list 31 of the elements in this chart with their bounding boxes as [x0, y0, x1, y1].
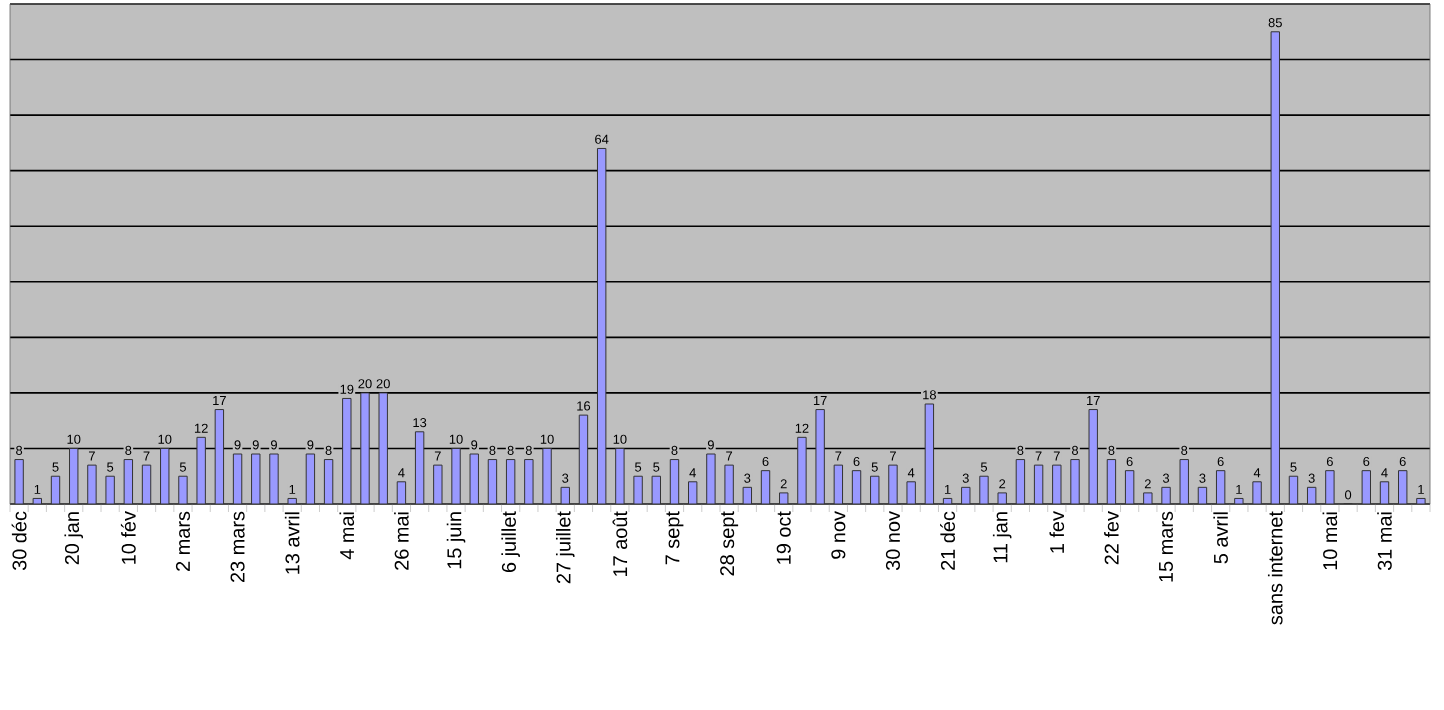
- x-tick-label: 6 juillet: [501, 511, 520, 573]
- x-tick-label: 1 fev: [1049, 511, 1065, 553]
- x-tick-label: sans internet: [1267, 511, 1283, 625]
- x-tick-label: 27 juillet: [555, 511, 575, 584]
- x-tick-label: 15 mars: [1159, 511, 1173, 582]
- x-tick-label: 7 sept: [665, 511, 684, 565]
- x-tick-label: 17 août: [612, 511, 628, 576]
- x-tick-label: 2 mars: [175, 511, 190, 571]
- x-tick-label: 28 sept: [720, 511, 739, 576]
- x-tick-label: 23 mars: [230, 511, 245, 583]
- bar: [888, 464, 898, 504]
- x-tick-label: 30 déc: [11, 511, 27, 571]
- x-tick-label: 10 fév: [120, 511, 136, 564]
- x-tick-label: 9 nov: [831, 511, 846, 559]
- bar: [269, 453, 279, 504]
- bar: [451, 447, 461, 504]
- bar: [360, 392, 370, 504]
- x-tick-label: 26 mai: [394, 512, 409, 570]
- x-tick-label: 19 oct: [776, 511, 791, 564]
- x-tick-label: 22 fev: [1104, 511, 1119, 565]
- x-tick-label: 21 déc: [940, 511, 955, 570]
- x-tick-label: 13 avril: [284, 512, 300, 574]
- x-tick-label: 31 mai: [1377, 512, 1392, 571]
- x-tick-label: 10 mai: [1322, 512, 1338, 570]
- x-tick-label: 11 jan: [992, 512, 1012, 563]
- x-tick-label: 20 jan: [64, 512, 83, 565]
- bar: [1070, 459, 1080, 504]
- x-tick-label: 4 mai: [339, 512, 355, 560]
- x-tick-label: 30 nov: [885, 511, 900, 571]
- x-tick-label: 15 juin: [446, 512, 466, 569]
- x-tick-label: 5 avril: [1213, 512, 1228, 564]
